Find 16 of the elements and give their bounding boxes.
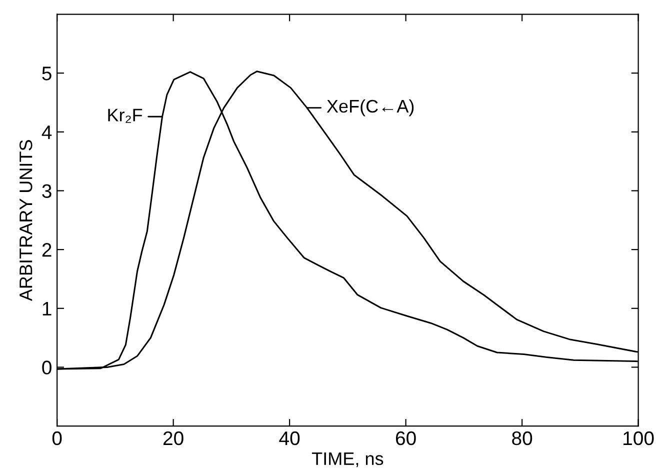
- x-tick-label: 40: [279, 431, 300, 446]
- y-tick-label: 4: [42, 126, 52, 139]
- y-axis-title: ARBITRARY UNITS: [19, 140, 32, 302]
- x-tick-label: 80: [512, 431, 532, 446]
- x-tick-label: 20: [163, 431, 184, 446]
- y-tick-label: 5: [42, 66, 52, 80]
- y-tick-label: 2: [42, 243, 52, 257]
- x-tick-label: 60: [396, 431, 416, 446]
- y-tick-label: 3: [42, 184, 52, 198]
- x-axis-title: TIME, ns: [312, 452, 384, 468]
- annotation: XeF(C←A): [326, 99, 414, 116]
- annotation: Kr₂F: [108, 108, 142, 123]
- y-tick-label: 0: [42, 360, 52, 374]
- x-tick-label: 100: [624, 431, 654, 446]
- y-tick-label: 1: [42, 302, 52, 316]
- x-tick-label: 0: [52, 431, 62, 446]
